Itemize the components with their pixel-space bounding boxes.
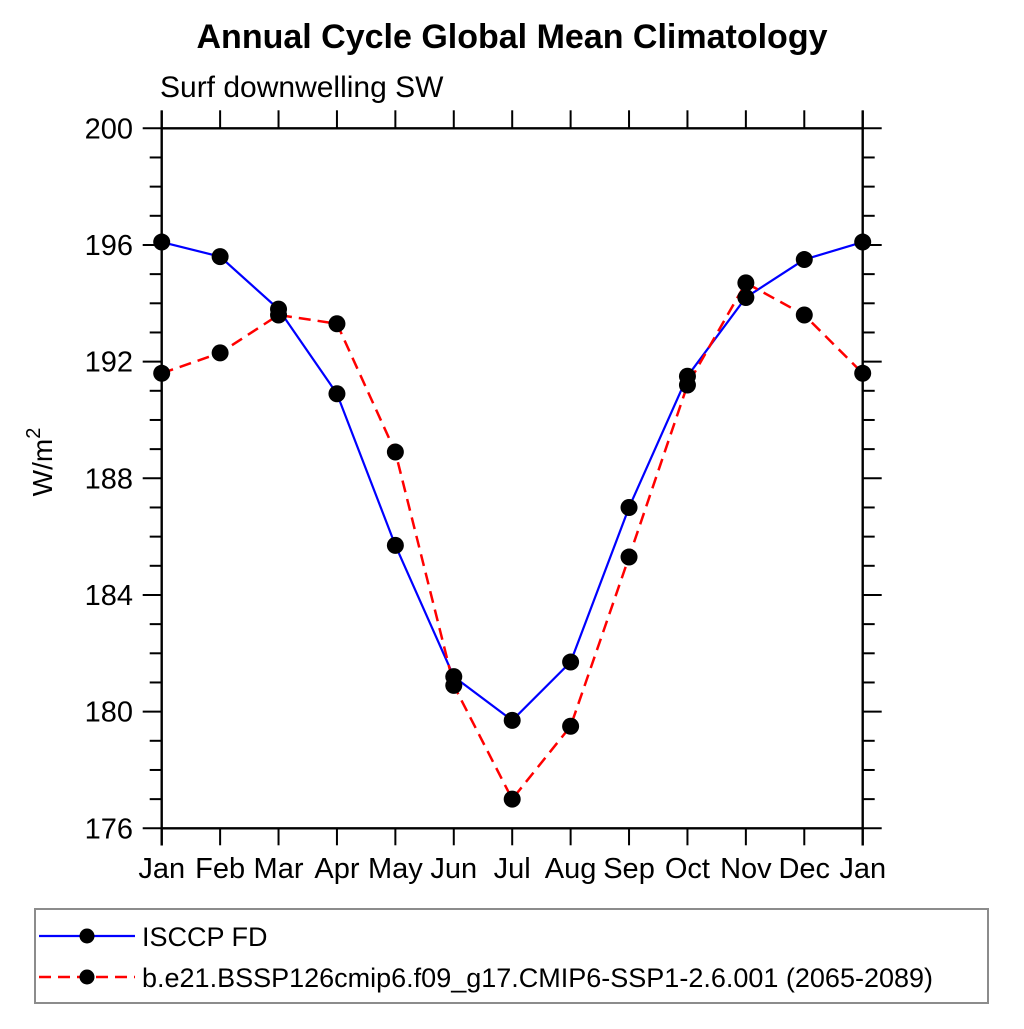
- legend-marker-model: [79, 969, 95, 985]
- x-tick-label: May: [368, 853, 423, 885]
- x-tick-label: Nov: [720, 853, 772, 885]
- data-point-0: [562, 653, 580, 671]
- data-point-0: [211, 248, 229, 266]
- data-point-0: [503, 711, 521, 729]
- data-point-1: [854, 364, 872, 382]
- data-point-0: [620, 498, 638, 516]
- x-tick-label: Jul: [494, 853, 531, 885]
- y-axis-label-exponent: 2: [23, 428, 45, 439]
- legend-box: [34, 908, 989, 1004]
- chart-subtitle: Surf downwelling SW: [160, 71, 444, 104]
- legend: ISCCP FD b.e21.BSSP126cmip6.f09_g17.CMIP…: [34, 908, 989, 1004]
- x-tick-label: Aug: [545, 853, 597, 885]
- data-point-1: [445, 676, 463, 694]
- data-point-0: [386, 536, 404, 554]
- x-tick-label: Jan: [138, 853, 185, 885]
- data-point-0: [328, 385, 346, 403]
- y-tick-label: 184: [85, 580, 133, 612]
- x-tick-label: Mar: [254, 853, 304, 885]
- data-point-0: [795, 251, 813, 269]
- data-point-1: [620, 548, 638, 566]
- legend-label-isccp: ISCCP FD: [142, 922, 268, 952]
- y-axis-label: W/m2: [23, 428, 58, 497]
- data-point-1: [211, 344, 229, 362]
- x-tick-label: Oct: [665, 853, 710, 885]
- data-series: [153, 233, 872, 808]
- data-point-0: [153, 233, 171, 251]
- data-point-1: [328, 315, 346, 333]
- data-point-1: [153, 364, 171, 382]
- x-tick-labels: Jan Feb Mar Apr May Jun Jul Aug Sep Oct Nov Dec Jan: [138, 853, 886, 885]
- y-tick-label: 192: [85, 347, 133, 379]
- x-tick-label: Jan: [839, 853, 886, 885]
- data-point-1: [386, 443, 404, 461]
- data-point-1: [795, 306, 813, 324]
- y-tick-label: 176: [85, 813, 133, 845]
- data-point-1: [737, 274, 755, 292]
- data-point-1: [562, 717, 580, 735]
- chart-title: Annual Cycle Global Mean Climatology: [197, 18, 828, 56]
- y-tick-label: 188: [85, 463, 133, 495]
- x-tick-label: Dec: [778, 853, 830, 885]
- x-tick-label: Feb: [195, 853, 245, 885]
- y-axis-label-base: W/m: [27, 439, 58, 497]
- series-line-0: [161, 240, 864, 722]
- data-point-0: [737, 288, 755, 306]
- x-tick-label: Apr: [314, 853, 359, 885]
- data-point-1: [503, 790, 521, 808]
- legend-label-model: b.e21.BSSP126cmip6.f09_g17.CMIP6-SSP1-2.…: [142, 963, 933, 993]
- data-point-0: [854, 233, 872, 251]
- y-tick-label: 180: [85, 697, 133, 729]
- y-tick-label: 200: [85, 113, 133, 145]
- data-point-1: [678, 376, 696, 394]
- axes: [142, 110, 882, 846]
- data-point-1: [270, 306, 288, 324]
- x-tick-label: Sep: [603, 853, 655, 885]
- y-tick-labels: 176 180 184 188 192 196 200: [85, 113, 133, 845]
- legend-marker-isccp: [79, 928, 95, 944]
- y-tick-label: 196: [85, 230, 133, 262]
- x-tick-label: Jun: [430, 853, 477, 885]
